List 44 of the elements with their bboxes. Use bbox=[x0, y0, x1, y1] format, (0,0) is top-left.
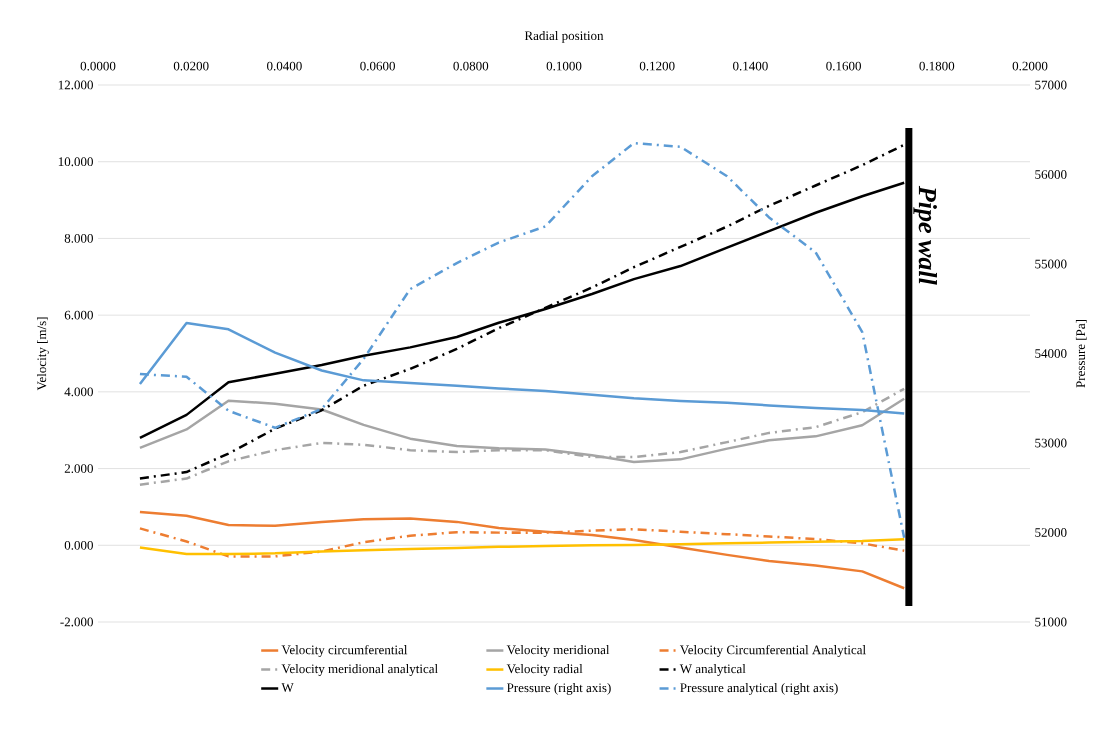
y-tick-label: 0.000 bbox=[64, 540, 93, 550]
x-tick-label: 0.2000 bbox=[1012, 61, 1048, 71]
y2-tick-label: 53000 bbox=[1035, 438, 1067, 448]
y-tick-label: 6.000 bbox=[64, 310, 93, 320]
legend-label: Velocity meridional analytical bbox=[281, 664, 438, 676]
y2-axis-title: Pressure [Pa] bbox=[1075, 319, 1087, 388]
x-tick-label: 0.0200 bbox=[173, 61, 209, 71]
x-axis-title: Radial position bbox=[524, 30, 604, 43]
line-series bbox=[138, 141, 906, 540]
line-series bbox=[138, 143, 906, 480]
y-tick-label: -2.000 bbox=[60, 617, 93, 627]
y2-tick-label: 52000 bbox=[1035, 528, 1067, 537]
x-tick-label: 0.1000 bbox=[546, 61, 582, 71]
y-tick-label: 4.000 bbox=[64, 387, 93, 397]
x-tick-label: 0.1800 bbox=[919, 61, 955, 71]
legend-label: W analytical bbox=[679, 664, 746, 676]
x-tick-label: 0.1400 bbox=[733, 61, 768, 71]
line-series bbox=[138, 510, 906, 590]
x-tick-label: 0.0000 bbox=[80, 61, 116, 71]
x-tick-label: 0.0800 bbox=[453, 61, 489, 71]
y2-tick-label: 56000 bbox=[1035, 170, 1067, 179]
line-series bbox=[138, 387, 906, 486]
line-series bbox=[138, 537, 906, 556]
y2-tick-label: 55000 bbox=[1035, 259, 1067, 269]
y-tick-label: 12.000 bbox=[58, 80, 93, 90]
x-tick-label: 0.0400 bbox=[267, 61, 302, 71]
legend-label: Velocity meridional bbox=[506, 645, 610, 657]
legend-label: W bbox=[281, 683, 294, 692]
ref-line-label: Pipe wall bbox=[913, 185, 937, 285]
y-axis-title: Velocity [m/s] bbox=[37, 317, 49, 391]
x-tick-label: 0.1600 bbox=[826, 61, 861, 71]
x-tick-label: 0.1200 bbox=[639, 61, 675, 71]
y2-tick-label: 54000 bbox=[1035, 349, 1067, 358]
legend-label: Velocity circumferential bbox=[281, 644, 408, 657]
x-tick-label: 0.0600 bbox=[360, 61, 395, 71]
legend-label: Pressure analytical (right axis) bbox=[680, 683, 838, 695]
y-tick-label: 2.000 bbox=[64, 464, 93, 473]
y2-tick-label: 57000 bbox=[1035, 80, 1067, 90]
y-tick-label: 10.000 bbox=[58, 157, 93, 167]
legend-label: Velocity radial bbox=[506, 664, 583, 676]
legend-label: Pressure (right axis) bbox=[506, 683, 611, 695]
y2-tick-label: 51000 bbox=[1035, 617, 1067, 627]
legend-label: Velocity Circumferential Analytical bbox=[679, 644, 866, 657]
y-tick-label: 8.000 bbox=[64, 234, 93, 243]
